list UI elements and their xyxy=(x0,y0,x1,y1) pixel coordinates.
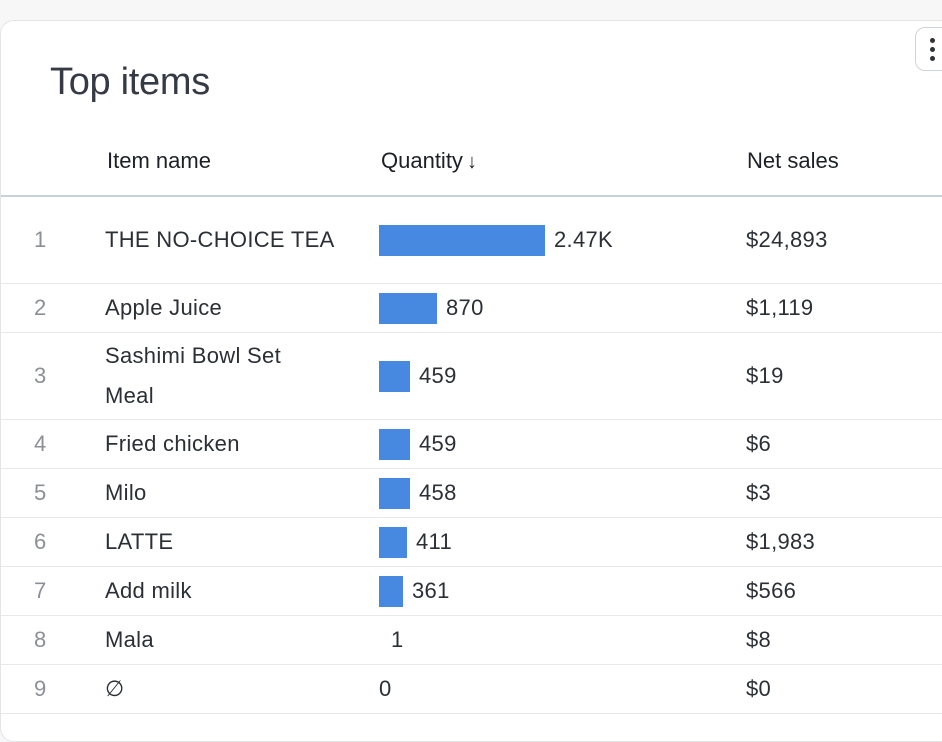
top-items-table: Item name Quantity ↓ Net sales 1 THE NO-CH… xyxy=(1,139,942,714)
quantity-value: 870 xyxy=(446,295,484,320)
quantity-bar xyxy=(379,360,410,392)
table-body: 1 THE NO-CHOICE TEA 2.47K $24,893 2 Apple Jui… xyxy=(1,197,942,714)
row-rank: 8 xyxy=(34,627,47,652)
quantity-value: 0 xyxy=(379,676,392,701)
quantity-cell: 870 xyxy=(379,291,484,325)
net-sales-value: $3 xyxy=(746,480,772,505)
table-row[interactable]: 7 Add milk 361 $566 xyxy=(1,567,942,616)
column-header-item-name[interactable]: Item name xyxy=(107,148,211,173)
row-rank: 9 xyxy=(34,676,47,701)
quantity-cell: 459 xyxy=(379,427,457,461)
top-items-card: Top items Item name Quantity ↓ Net sales … xyxy=(0,20,942,742)
quantity-value: 459 xyxy=(419,431,457,456)
quantity-cell: 0 xyxy=(379,672,392,706)
table-row[interactable]: 5 Milo 458 $3 xyxy=(1,469,942,518)
table-row[interactable]: 2 Apple Juice 870 $1,119 xyxy=(1,284,942,333)
more-options-button[interactable] xyxy=(915,27,942,71)
quantity-value: 2.47K xyxy=(554,227,613,252)
quantity-cell: 2.47K xyxy=(379,223,613,257)
quantity-value: 458 xyxy=(419,480,457,505)
row-rank: 2 xyxy=(34,295,47,320)
quantity-bar xyxy=(379,292,437,324)
table-row[interactable]: 4 Fried chicken 459 $6 xyxy=(1,420,942,469)
table-row[interactable]: 3 Sashimi Bowl Set Meal 459 $19 xyxy=(1,333,942,420)
quantity-bar xyxy=(379,428,410,460)
column-header-quantity-label: Quantity xyxy=(381,148,463,173)
net-sales-value: $1,983 xyxy=(746,529,816,554)
table-row[interactable]: 8 Mala 1 $8 xyxy=(1,616,942,665)
net-sales-value: $19 xyxy=(746,363,784,388)
item-name: Add milk xyxy=(105,578,192,603)
net-sales-value: $1,119 xyxy=(746,295,814,320)
net-sales-value: $0 xyxy=(746,676,772,701)
quantity-cell: 361 xyxy=(379,574,450,608)
quantity-cell: 411 xyxy=(379,525,452,559)
card-title: Top items xyxy=(50,61,210,103)
column-header-net-sales[interactable]: Net sales xyxy=(747,148,839,173)
quantity-value: 361 xyxy=(412,578,450,603)
table-row[interactable]: 1 THE NO-CHOICE TEA 2.47K $24,893 xyxy=(1,197,942,284)
quantity-bar xyxy=(379,224,545,256)
net-sales-value: $566 xyxy=(746,578,797,603)
quantity-bar xyxy=(379,575,403,607)
quantity-value: 1 xyxy=(391,627,404,652)
quantity-value: 411 xyxy=(416,529,452,554)
row-rank: 1 xyxy=(34,227,47,252)
item-name: Milo xyxy=(105,480,147,505)
item-name: Sashimi Bowl Set Meal xyxy=(105,343,281,408)
item-name: ∅ xyxy=(105,676,125,701)
row-rank: 3 xyxy=(34,363,47,388)
quantity-bar xyxy=(379,477,410,509)
quantity-cell: 459 xyxy=(379,359,457,393)
item-name: LATTE xyxy=(105,529,174,554)
table-row[interactable]: 6 LATTE 411 $1,983 xyxy=(1,518,942,567)
sort-descending-icon: ↓ xyxy=(466,151,477,173)
item-name: Mala xyxy=(105,627,154,652)
net-sales-value: $8 xyxy=(746,627,772,652)
row-rank: 4 xyxy=(34,431,47,456)
quantity-cell: 458 xyxy=(379,476,457,510)
quantity-value: 459 xyxy=(419,363,457,388)
column-header-quantity[interactable]: Quantity ↓ xyxy=(381,148,477,174)
net-sales-value: $6 xyxy=(746,431,772,456)
table-header: Item name Quantity ↓ Net sales xyxy=(1,139,942,197)
quantity-cell: 1 xyxy=(379,623,404,657)
item-name: Apple Juice xyxy=(105,295,223,320)
table-row[interactable]: 9 ∅ 0 $0 xyxy=(1,665,942,714)
net-sales-value: $24,893 xyxy=(746,227,828,252)
row-rank: 6 xyxy=(34,529,47,554)
item-name: Fried chicken xyxy=(105,431,240,456)
item-name: THE NO-CHOICE TEA xyxy=(105,227,335,252)
row-rank: 5 xyxy=(34,480,47,505)
row-rank: 7 xyxy=(34,578,47,603)
more-vertical-icon xyxy=(930,37,935,61)
quantity-bar xyxy=(379,526,407,558)
